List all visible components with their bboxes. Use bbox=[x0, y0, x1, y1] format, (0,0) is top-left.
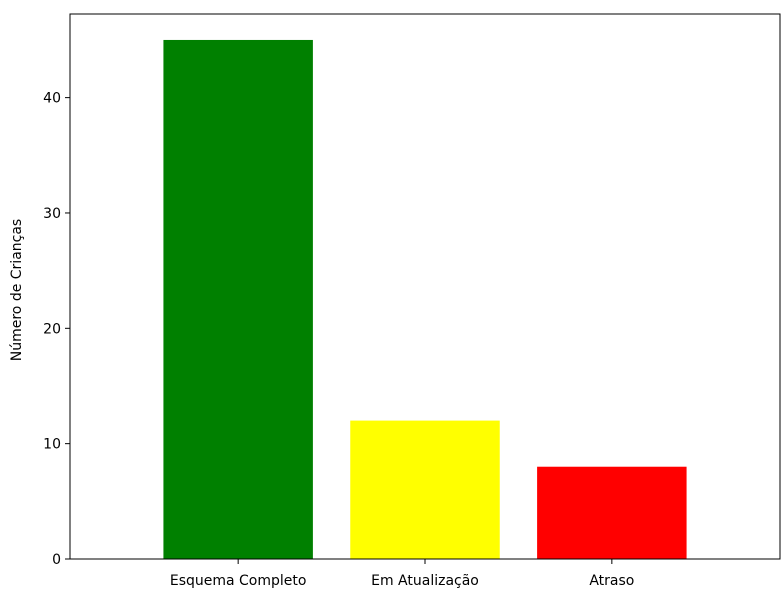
y-tick-label: 0 bbox=[52, 552, 61, 568]
y-tick-label: 40 bbox=[43, 91, 61, 107]
bar-esquema-completo bbox=[163, 39, 313, 559]
y-tick-label: 10 bbox=[43, 437, 61, 453]
x-axis-ticks: Esquema Completo Em Atualização Atraso bbox=[170, 559, 634, 589]
bars-group bbox=[163, 39, 687, 559]
y-tick-label: 30 bbox=[43, 206, 61, 222]
x-tick-label: Atraso bbox=[589, 573, 634, 589]
y-tick-label: 20 bbox=[43, 321, 61, 337]
x-tick-label: Esquema Completo bbox=[170, 573, 307, 589]
plot-frame bbox=[69, 13, 781, 560]
y-axis-label: Número de Crianças bbox=[9, 219, 25, 361]
y-axis-ticks: 0 10 20 30 40 bbox=[43, 91, 70, 568]
bar-em-atualiza-o bbox=[350, 420, 500, 559]
x-tick-label: Em Atualização bbox=[371, 573, 479, 589]
bar-atraso bbox=[537, 466, 687, 559]
